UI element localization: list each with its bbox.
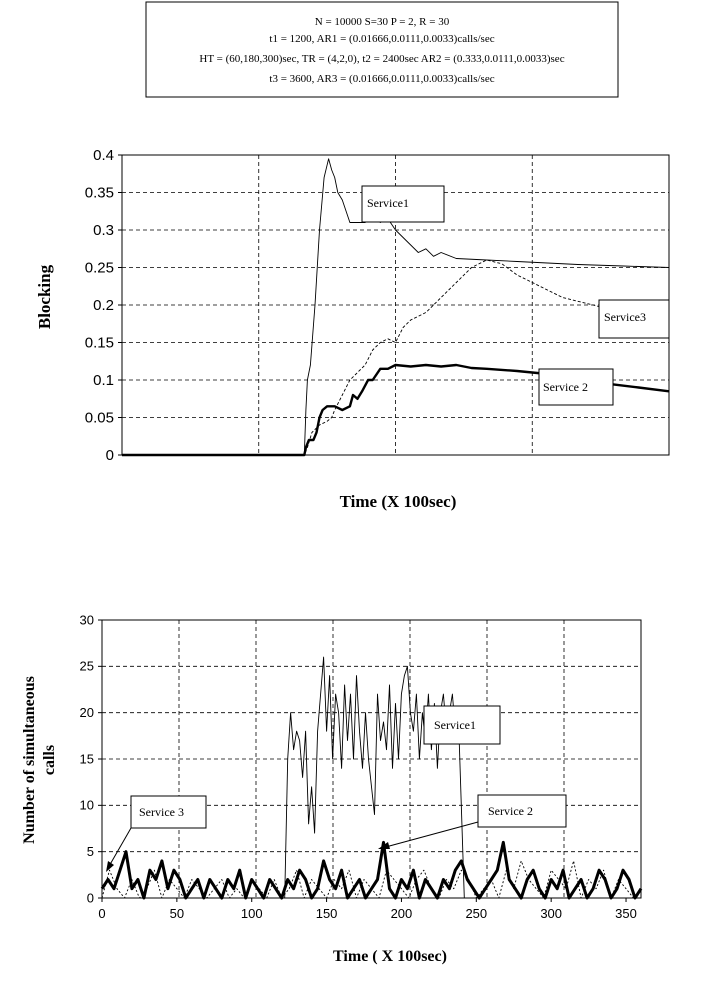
annotation-service1: Service1 <box>361 185 445 223</box>
x-tick-label: 200 <box>391 906 413 921</box>
annotation2-service3-arrow <box>107 827 132 869</box>
x-tick-label: 250 <box>465 906 487 921</box>
calls-chart-ylabel-line1: Number of simultaneous <box>21 676 38 844</box>
y-tick-label: 0.2 <box>93 297 114 314</box>
annotation2-service2-label: Service 2 <box>488 804 533 818</box>
annotation-service2-box <box>538 368 614 406</box>
y-tick-label: 5 <box>87 844 94 859</box>
annotation2-service1-box <box>423 705 501 745</box>
simultaneous-calls-chart: 0 5 10 15 20 25 30 0 50 100 150 200 250 300 350 Numbe… <box>21 612 643 965</box>
y-tick-label: 15 <box>80 751 94 766</box>
y-tick-label: 0.1 <box>93 372 114 389</box>
series-service-3 <box>101 860 642 899</box>
param-line-4: t3 = 3600, AR3 = (0.01666,0.0111,0.0033)… <box>269 73 494 85</box>
y-tick-label: 10 <box>80 798 94 813</box>
y-tick-label: 0.35 <box>85 185 114 202</box>
annotation2-service1-label: Service1 <box>434 718 476 732</box>
annotation-service3: Service3 <box>598 299 670 339</box>
annotation-service3-label: Service3 <box>604 310 646 324</box>
y-tick-label: 20 <box>80 705 94 720</box>
annotation2-service3-arrowhead <box>106 861 114 872</box>
x-tick-label: 0 <box>98 906 105 921</box>
y-tick-label: 30 <box>80 612 94 627</box>
parameter-box-frame <box>145 1 619 98</box>
x-tick-label: 350 <box>615 906 637 921</box>
annotation-service2-label: Service 2 <box>543 380 588 394</box>
y-tick-label: 0.15 <box>85 335 114 352</box>
blocking-chart-ylabel: Blocking <box>35 264 54 329</box>
blocking-chart-xlabel: Time (X 100sec) <box>340 492 457 511</box>
annotation2-service3-label: Service 3 <box>139 805 184 819</box>
param-line-1: N = 10000 S=30 P = 2, R = 30 <box>315 16 450 28</box>
x-tick-label: 50 <box>170 906 184 921</box>
x-tick-label: 150 <box>316 906 338 921</box>
series-service3 <box>122 259 670 456</box>
y-tick-label: 0 <box>87 890 94 905</box>
x-tick-label: 300 <box>540 906 562 921</box>
param-line-3: HT = (60,180,300)sec, TR = (4,2,0), t2 =… <box>199 53 564 65</box>
y-tick-label: 0 <box>106 447 114 464</box>
annotation2-service3-box <box>130 795 207 829</box>
annotation-service2: Service 2 <box>538 368 614 406</box>
calls-chart-x-ticks: 0 50 100 150 200 250 300 350 <box>98 898 637 921</box>
annotation2-service2-arrow <box>381 821 479 849</box>
calls-chart-ylabel-line2: calls <box>41 745 58 775</box>
annotation2-service2: Service 2 <box>378 794 567 849</box>
series-service1 <box>102 656 641 899</box>
annotation2-service1: Service1 <box>423 705 501 745</box>
series-service-2 <box>122 363 670 457</box>
calls-chart-series <box>100 656 643 900</box>
y-tick-label: 0.05 <box>85 410 114 427</box>
blocking-chart: 0 0.05 0.1 0.15 0.2 0.25 0.3 0.35 0.4 Blocking T… <box>35 147 670 511</box>
calls-chart-y-ticks: 0 5 10 15 20 25 30 <box>80 612 102 905</box>
annotation-service1-label: Service1 <box>367 196 409 210</box>
annotation2-service2-box <box>477 794 567 828</box>
x-tick-label: 100 <box>241 906 263 921</box>
annotation-service3-box <box>598 299 670 339</box>
param-line-2: t1 = 1200, AR1 = (0.01666,0.0111,0.0033)… <box>269 33 494 45</box>
calls-chart-xlabel: Time ( X 100sec) <box>333 948 447 965</box>
y-tick-label: 0.3 <box>93 222 114 239</box>
blocking-chart-y-ticks: 0 0.05 0.1 0.15 0.2 0.25 0.3 0.35 0.4 <box>85 147 122 464</box>
parameter-box: N = 10000 S=30 P = 2, R = 30 t1 = 1200, … <box>145 1 619 98</box>
annotation2-service3: Service 3 <box>106 795 207 872</box>
y-tick-label: 0.25 <box>85 260 114 277</box>
y-tick-label: 0.4 <box>93 147 114 164</box>
annotation2-service2-arrowhead <box>378 842 390 849</box>
annotation-service1-box <box>361 185 445 223</box>
y-tick-label: 25 <box>80 659 94 674</box>
